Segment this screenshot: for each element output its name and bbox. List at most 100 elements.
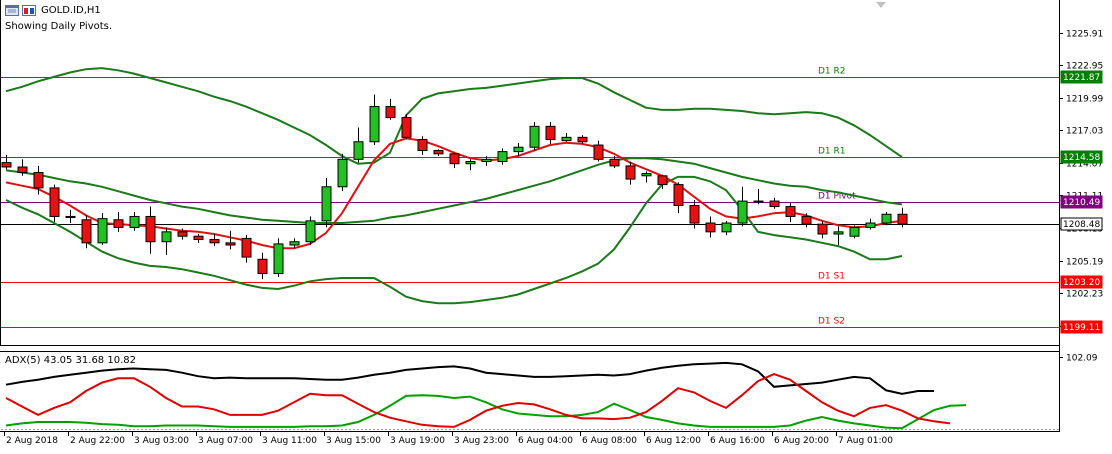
- time-tick-label: 6 Aug 08:00: [582, 436, 637, 446]
- price-tick-label: 1214.07: [1066, 160, 1103, 170]
- adx-indicator-label: ADX(5) 43.05 31.68 10.82: [5, 355, 136, 366]
- bollinger-upper-band: [5, 67, 903, 165]
- candle: [625, 161, 636, 185]
- bollinger-bands: [5, 67, 903, 305]
- candle: [737, 186, 748, 227]
- current-price-price-tag-box: [1060, 217, 1103, 231]
- candle: [497, 148, 508, 165]
- d1-r1-price-tag-label: 1214.58: [1063, 153, 1100, 163]
- candle-body: [481, 158, 492, 163]
- candle-body: [33, 172, 44, 189]
- bollinger-middle-band: [5, 157, 903, 224]
- candle-body: [769, 200, 780, 208]
- candle-body: [433, 150, 444, 155]
- time-tick-label: 3 Aug 11:00: [262, 436, 317, 446]
- candle-body: [209, 239, 220, 244]
- d1-r1-price-tag: 1214.58: [1060, 150, 1103, 164]
- current-price-price-tag-label: 1208.48: [1063, 220, 1100, 230]
- bollinger-lower-band: [5, 175, 903, 305]
- price-tick-label: 1219.99: [1066, 95, 1103, 105]
- d1-r2-level-label: D1 R2: [818, 67, 846, 77]
- candle-body: [177, 231, 188, 237]
- candle-body: [881, 213, 892, 224]
- d1-pivot-price-tag-box: [1060, 195, 1103, 209]
- window-controls-icon[interactable]: [22, 5, 36, 16]
- d1-s1-price-tag-label: 1203.20: [1063, 278, 1100, 288]
- candle: [897, 207, 908, 228]
- candle-body: [273, 243, 284, 275]
- candle: [641, 171, 652, 183]
- candle-body: [353, 141, 364, 160]
- candle: [689, 199, 700, 229]
- price-tick-label: 1205.19: [1066, 258, 1103, 268]
- candle: [449, 152, 460, 169]
- candle-body: [641, 173, 652, 177]
- candle-body: [721, 222, 732, 233]
- time-tick-label: 6 Aug 16:00: [710, 436, 765, 446]
- candle-body: [241, 237, 252, 258]
- candle-body: [113, 219, 124, 228]
- candle: [161, 227, 172, 255]
- candle-body: [705, 222, 716, 233]
- candle-body: [337, 158, 348, 188]
- d1-s2-price-tag: 1199.11: [1060, 320, 1103, 334]
- d1-r2-price-tag-label: 1221.87: [1063, 73, 1100, 83]
- candle: [49, 184, 60, 222]
- candle: [305, 216, 316, 246]
- candle-body: [785, 206, 796, 217]
- candle-body: [625, 165, 636, 180]
- candle-body: [577, 136, 588, 143]
- candle: [657, 174, 668, 189]
- candle-body: [833, 231, 844, 235]
- candlesticks: [1, 94, 908, 280]
- candle-body: [593, 144, 604, 160]
- d1-r1-level-label: D1 R1: [818, 147, 846, 157]
- time-tick-label: 6 Aug 04:00: [518, 436, 573, 446]
- d1-s2-price-tag-label: 1199.11: [1063, 323, 1100, 333]
- d1-s1-price-tag: 1203.20: [1060, 275, 1103, 289]
- candle: [113, 212, 124, 232]
- candle-body: [225, 242, 236, 246]
- candle-body: [561, 136, 572, 142]
- adx-series-minus-di: [5, 373, 951, 428]
- shift-marker-icon[interactable]: [876, 2, 886, 8]
- candle-body: [673, 184, 684, 206]
- candle-body: [865, 222, 876, 228]
- candle-body: [305, 220, 316, 243]
- candle: [129, 212, 140, 231]
- time-tick-label: 3 Aug 23:00: [454, 436, 509, 446]
- candle: [881, 212, 892, 226]
- candle: [97, 213, 108, 246]
- candle-body: [545, 125, 556, 141]
- candle-body: [257, 258, 268, 275]
- candle: [529, 121, 540, 151]
- candle: [401, 114, 412, 140]
- candle: [1, 154, 12, 170]
- candle: [289, 238, 300, 249]
- candle: [177, 228, 188, 240]
- d1-pivot-price-tag-label: 1210.49: [1063, 198, 1100, 208]
- d1-pivot-level-label: D1 Pivot: [818, 192, 856, 202]
- d1-s1-price-tag-box: [1060, 275, 1103, 289]
- candle: [145, 206, 156, 254]
- candle: [209, 234, 220, 247]
- symbol-title: GOLD.ID,H1: [41, 5, 101, 16]
- candle: [81, 215, 92, 249]
- chart-window-icon[interactable]: [5, 5, 19, 16]
- candle: [769, 197, 780, 209]
- candle-body: [657, 175, 668, 186]
- candle: [705, 216, 716, 238]
- candle-body: [193, 235, 204, 241]
- candle: [65, 209, 76, 224]
- time-tick-label: 6 Aug 12:00: [646, 436, 701, 446]
- candle: [273, 238, 284, 277]
- price-tick-label: 1202.23: [1066, 290, 1103, 300]
- candle: [353, 127, 364, 163]
- candle-body: [145, 215, 156, 243]
- candle-body: [753, 200, 764, 203]
- candle: [609, 156, 620, 169]
- candle-body: [81, 219, 92, 244]
- time-tick-label: 3 Aug 19:00: [390, 436, 445, 446]
- candle: [753, 188, 764, 205]
- candle-body: [129, 215, 140, 228]
